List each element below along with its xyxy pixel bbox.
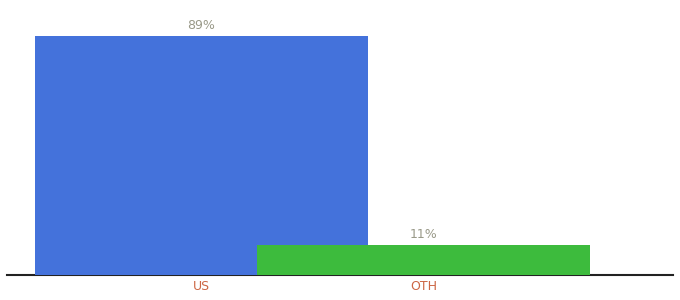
Text: 11%: 11% [409,228,437,241]
Text: 89%: 89% [187,20,215,32]
Bar [257,245,590,274]
Bar [35,36,368,274]
